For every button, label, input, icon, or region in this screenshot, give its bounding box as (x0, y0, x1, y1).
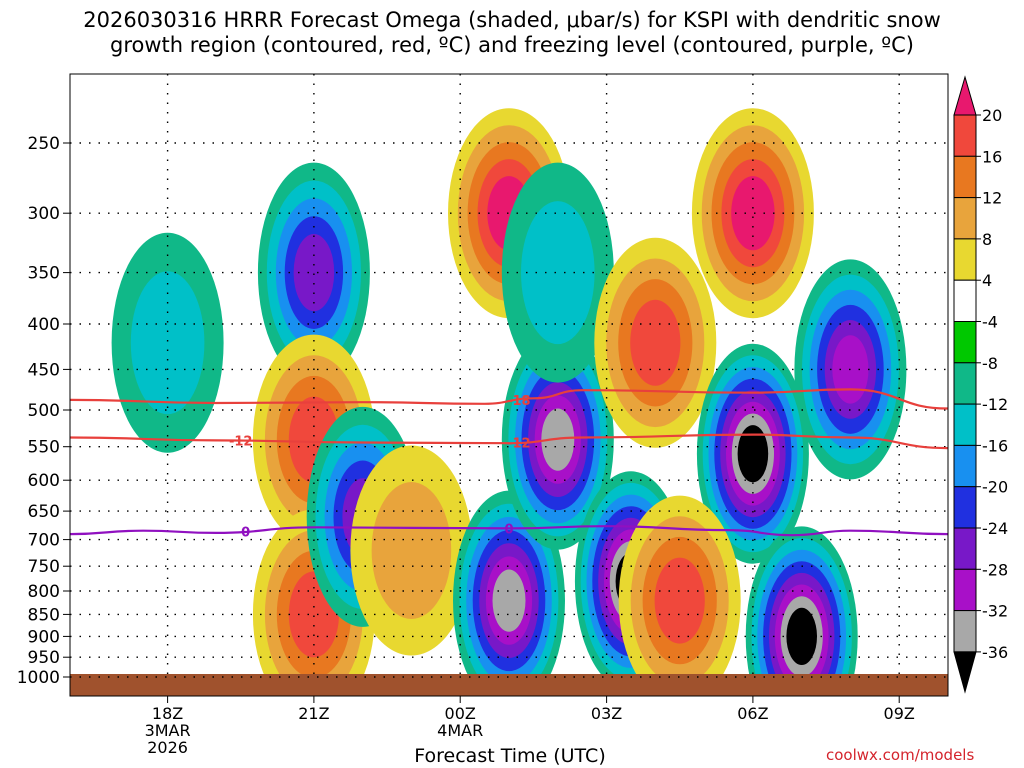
temperature-contours: -18 -12 -12 0 0 (70, 388, 948, 540)
x-tick-label-03Z: 03Z (591, 704, 622, 723)
contour-label--12-0: -12 (229, 435, 253, 450)
x-tick-label-09Z: 09Z (884, 704, 915, 723)
colorbar-label-20: 20 (982, 106, 1002, 125)
x-tick-label-06Z: 06Z (737, 704, 768, 723)
colorbar-swatch-9 (953, 444, 977, 488)
x-tick-sublabel-4MAR: 4MAR (437, 721, 483, 740)
omega-cell-16-level-3 (654, 557, 705, 644)
colorbar-label-4: 4 (982, 271, 992, 290)
y-tick-label-300: 300 (28, 204, 60, 224)
y-tick-label-650: 650 (28, 502, 60, 522)
x-axis-label: Forecast Time (UTC) (414, 745, 606, 767)
colorbar-swatch-3 (953, 197, 977, 240)
contour-line-0 (70, 525, 948, 537)
colorbar-swatch-7 (953, 362, 977, 405)
contour-line--12 (70, 433, 948, 450)
credit-text: coolwx.com/models (826, 746, 975, 764)
colorbar-swatch-10 (953, 486, 977, 529)
contour-label-0-1: 0 (504, 522, 513, 537)
y-tick-label-900: 900 (28, 627, 60, 647)
y-axis: 2503003504004505005506006507007508008509… (17, 134, 70, 688)
contour-line--18 (70, 388, 948, 410)
colorbar-label-8: 8 (982, 230, 992, 249)
colorbar-top-arrow (953, 75, 977, 116)
omega-shading (111, 108, 907, 696)
x-tick-label-00Z: 00Z (445, 704, 476, 723)
colorbar-swatch-11 (953, 527, 977, 570)
y-tick-label-450: 450 (28, 360, 60, 380)
omega-cell-10-level-3 (630, 299, 681, 386)
colorbar-label--4: -4 (982, 313, 998, 332)
colorbar-label--28: -28 (982, 560, 1008, 579)
colorbar-label-16: 16 (982, 147, 1002, 166)
ground-surface (70, 674, 948, 696)
colorbar-swatch-13 (953, 610, 977, 653)
contour-label--12-1: -12 (507, 436, 531, 451)
contour-label-0-0: 0 (241, 525, 250, 540)
colorbar-label--24: -24 (982, 519, 1008, 538)
colorbar-label--20: -20 (982, 478, 1008, 497)
colorbar-swatch-5 (953, 279, 977, 323)
y-tick-label-750: 750 (28, 557, 60, 577)
grid-lines (70, 74, 948, 678)
contour-label--18-0: -18 (507, 394, 531, 409)
colorbar-label-12: 12 (982, 189, 1002, 208)
y-tick-label-950: 950 (28, 648, 60, 668)
omega-cell-1-level-4 (293, 234, 335, 312)
y-tick-label-550: 550 (28, 438, 60, 458)
colorbar: 20 16 12 8 4 -4 -8 -12 -16 -20 -24 -28 -32 -36 (953, 75, 1008, 694)
colorbar-label--8: -8 (982, 354, 998, 373)
chart-title-line-1: 2026030316 HRRR Forecast Omega (shaded, … (83, 8, 941, 32)
x-tick-sublabel-2026: 2026 (147, 738, 188, 757)
colorbar-swatch-8 (953, 403, 977, 446)
x-tick-sublabel-3MAR: 3MAR (145, 721, 191, 740)
colorbar-swatch-4 (953, 238, 977, 281)
x-tick-label-18Z: 18Z (152, 704, 183, 723)
colorbar-label--12: -12 (982, 395, 1008, 414)
omega-cell-0-level-1 (130, 271, 205, 415)
omega-cell-13-level-4 (731, 176, 775, 251)
y-tick-label-400: 400 (28, 315, 60, 335)
omega-cell-12-level-7 (737, 425, 769, 483)
colorbar-label--32: -32 (982, 602, 1008, 621)
omega-cell-9-level-1 (521, 201, 595, 345)
colorbar-swatch-6 (953, 321, 977, 364)
omega-cell-5-level-1 (371, 482, 452, 619)
colorbar-swatch-2 (953, 155, 977, 199)
y-tick-label-500: 500 (28, 401, 60, 421)
colorbar-swatch-1 (953, 114, 977, 157)
y-tick-label-850: 850 (28, 605, 60, 625)
y-tick-label-350: 350 (28, 264, 60, 284)
y-tick-label-250: 250 (28, 134, 60, 154)
y-tick-label-800: 800 (28, 582, 60, 602)
y-tick-label-700: 700 (28, 531, 60, 551)
y-tick-label-600: 600 (28, 471, 60, 491)
plot-frame (69, 73, 949, 697)
y-tick-label-1000: 1000 (17, 668, 60, 688)
chart-title-line-2: growth region (contoured, red, ºC) and f… (110, 33, 914, 57)
colorbar-swatch-12 (953, 568, 977, 612)
x-tick-label-21Z: 21Z (298, 704, 329, 723)
colorbar-label--36: -36 (982, 643, 1008, 662)
omega-cell-7-level-6 (492, 569, 526, 632)
colorbar-label--16: -16 (982, 436, 1008, 455)
colorbar-bottom-arrow (953, 651, 977, 694)
